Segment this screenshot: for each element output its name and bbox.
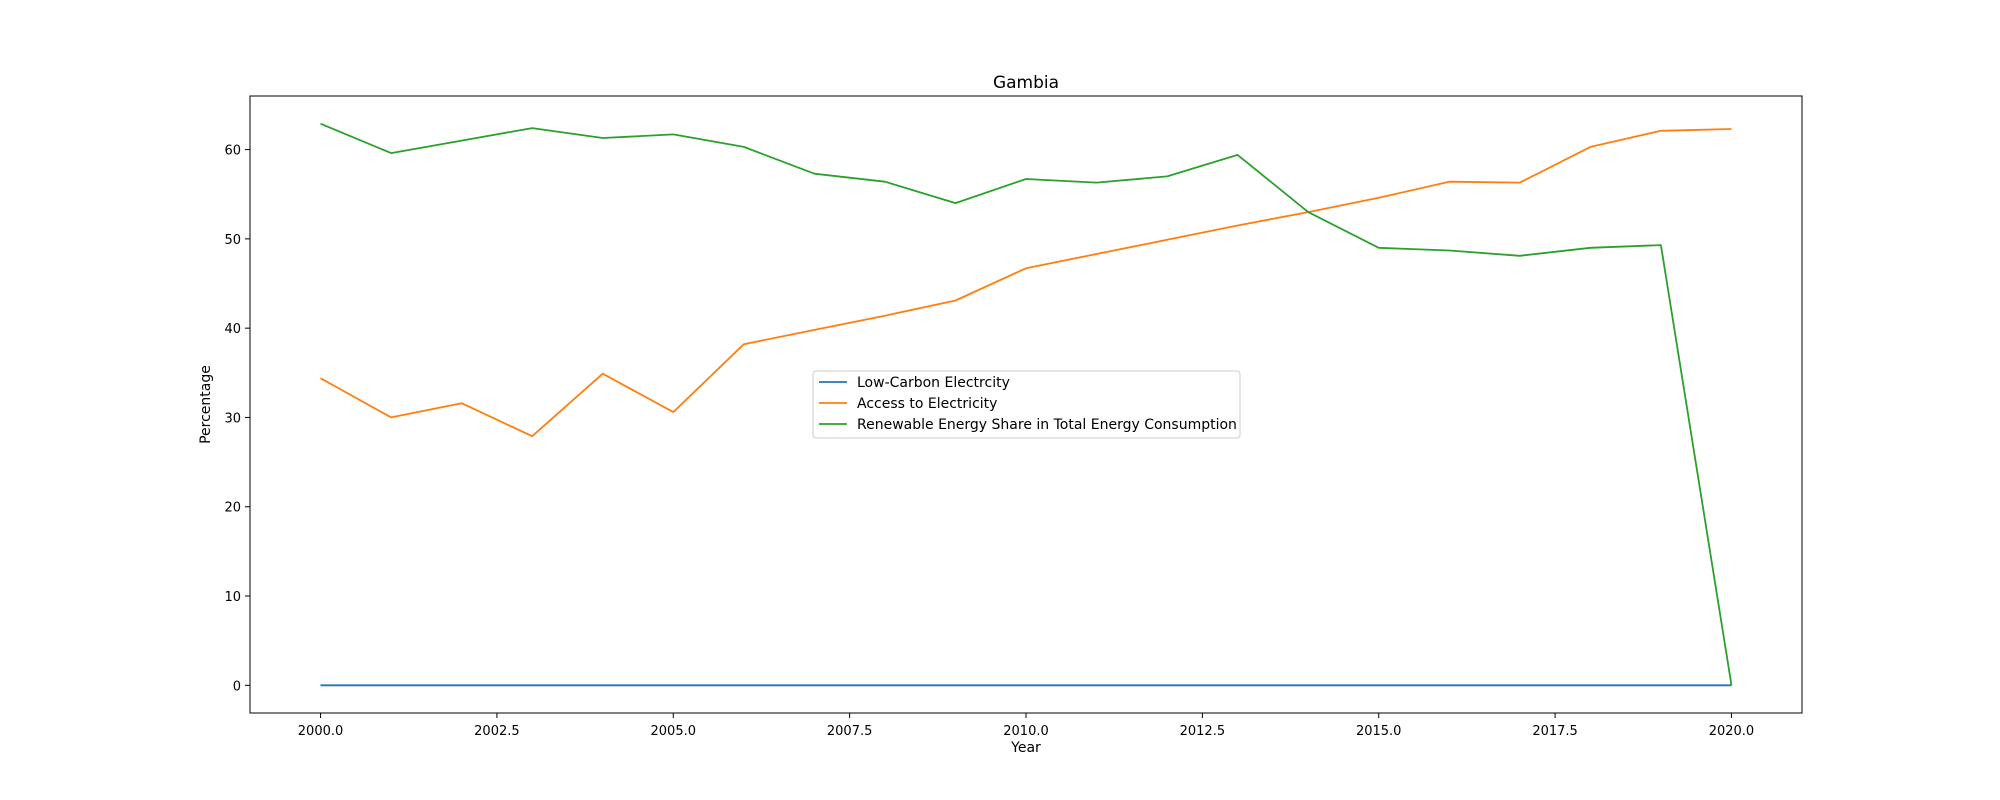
chart-title: Gambia	[993, 73, 1059, 93]
series-line-2	[320, 122, 1733, 686]
y-axis-label: Percentage	[198, 365, 214, 444]
legend: Low-Carbon Electrcity Access to Electrici…	[812, 370, 1241, 439]
x-tick-label: 2015.0	[1356, 724, 1402, 739]
y-tick-label: 0	[233, 679, 241, 694]
x-tick-label: 2020.0	[1709, 724, 1755, 739]
y-tick-label: 60	[224, 144, 241, 159]
x-tick-label: 2005.0	[651, 724, 697, 739]
y-axis-ticks: 0 10 20 30 40 50 60	[224, 144, 250, 694]
x-tick-label: 2010.0	[1003, 724, 1049, 739]
legend-label: Renewable Energy Share in Total Energy C…	[857, 417, 1237, 433]
legend-box	[812, 370, 1241, 439]
x-axis-ticks: 2000.0 2002.5 2005.0 2007.5 2010.0 2012.5 2015…	[298, 713, 1754, 739]
y-tick-label: 40	[224, 322, 241, 337]
x-axis-label: Year	[1010, 740, 1041, 756]
y-tick-label: 50	[224, 233, 241, 248]
series-line-1	[320, 128, 1732, 438]
y-tick-label: 10	[224, 590, 241, 605]
series-group	[320, 122, 1733, 687]
x-tick-label: 2007.5	[827, 724, 873, 739]
y-tick-label: 30	[224, 411, 241, 426]
legend-label: Low-Carbon Electrcity	[857, 375, 1010, 391]
y-tick-label: 20	[224, 501, 241, 516]
x-tick-label: 2000.0	[298, 724, 344, 739]
legend-label: Access to Electricity	[857, 396, 997, 412]
x-tick-label: 2017.5	[1532, 724, 1578, 739]
x-tick-label: 2002.5	[474, 724, 520, 739]
x-tick-label: 2012.5	[1180, 724, 1226, 739]
